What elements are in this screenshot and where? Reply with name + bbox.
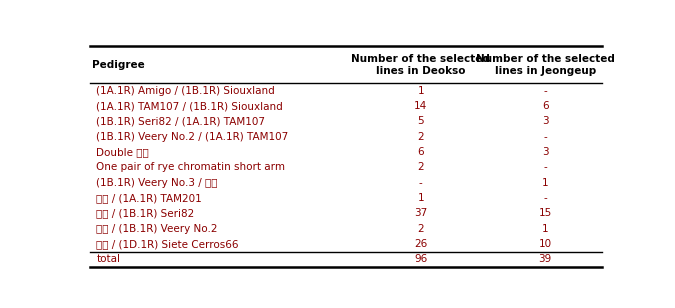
Text: 5: 5	[417, 116, 424, 127]
Text: 26: 26	[414, 239, 427, 249]
Text: 1: 1	[542, 178, 549, 188]
Text: 금강 / (1B.1R) Veery No.2: 금강 / (1B.1R) Veery No.2	[97, 224, 218, 234]
Text: Double 전환: Double 전환	[97, 147, 149, 157]
Text: 1: 1	[542, 224, 549, 234]
Text: 금강 / (1D.1R) Siete Cerros66: 금강 / (1D.1R) Siete Cerros66	[97, 239, 239, 249]
Text: Number of the selected
lines in Deokso: Number of the selected lines in Deokso	[351, 54, 490, 76]
Text: 2: 2	[417, 224, 424, 234]
Text: 3: 3	[542, 147, 549, 157]
Text: -: -	[543, 162, 547, 172]
Text: (1B.1R) Veery No.2 / (1A.1R) TAM107: (1B.1R) Veery No.2 / (1A.1R) TAM107	[97, 132, 289, 142]
Text: (1A.1R) Amigo / (1B.1R) Siouxland: (1A.1R) Amigo / (1B.1R) Siouxland	[97, 86, 275, 96]
Text: -: -	[543, 132, 547, 142]
Text: (1B.1R) Seri82 / (1A.1R) TAM107: (1B.1R) Seri82 / (1A.1R) TAM107	[97, 116, 265, 127]
Text: One pair of rye chromatin short arm: One pair of rye chromatin short arm	[97, 162, 286, 172]
Text: 2: 2	[417, 132, 424, 142]
Text: 6: 6	[417, 147, 424, 157]
Text: 15: 15	[539, 209, 552, 218]
Text: 10: 10	[539, 239, 551, 249]
Text: (1B.1R) Veery No.3 / 금강: (1B.1R) Veery No.3 / 금강	[97, 178, 218, 188]
Text: 39: 39	[539, 254, 552, 264]
Text: Pedigree: Pedigree	[92, 60, 145, 70]
Text: 3: 3	[542, 116, 549, 127]
Text: 37: 37	[414, 209, 427, 218]
Text: 96: 96	[414, 254, 427, 264]
Text: 1: 1	[417, 86, 424, 96]
Text: 금강 / (1B.1R) Seri82: 금강 / (1B.1R) Seri82	[97, 209, 194, 218]
Text: 1: 1	[417, 193, 424, 203]
Text: (1A.1R) TAM107 / (1B.1R) Siouxland: (1A.1R) TAM107 / (1B.1R) Siouxland	[97, 101, 283, 111]
Text: 금강 / (1A.1R) TAM201: 금강 / (1A.1R) TAM201	[97, 193, 202, 203]
Text: 2: 2	[417, 162, 424, 172]
Text: 14: 14	[414, 101, 427, 111]
Text: -: -	[419, 178, 423, 188]
Text: 6: 6	[542, 101, 549, 111]
Text: -: -	[543, 86, 547, 96]
Text: Number of the selected
lines in Jeongeup: Number of the selected lines in Jeongeup	[476, 54, 615, 76]
Text: total: total	[97, 254, 120, 264]
Text: -: -	[543, 193, 547, 203]
